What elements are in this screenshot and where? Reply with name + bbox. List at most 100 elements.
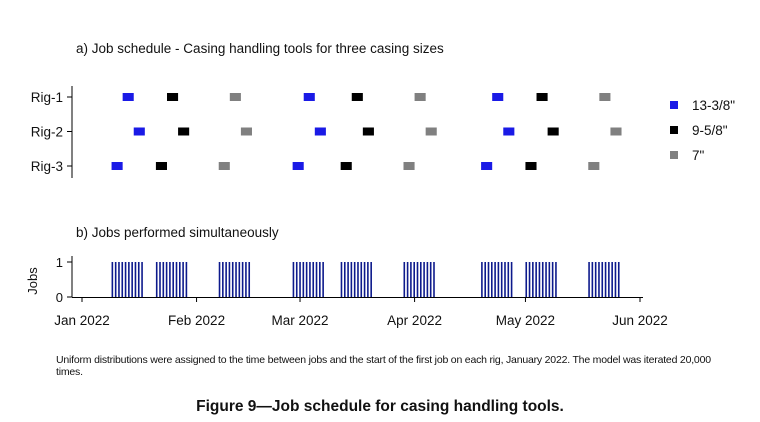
job-bar (218, 262, 221, 297)
active-period (588, 262, 620, 297)
gantt-task-bar (610, 127, 622, 136)
job-bar (532, 262, 534, 297)
x-tick-label: Apr 2022 (387, 313, 442, 328)
job-bar (162, 262, 165, 297)
jobs-bar-chart: 0 1 Jan 2022 Feb 2022 Mar 2022 Apr 2022 May 20… (54, 255, 668, 328)
job-bar (309, 262, 311, 297)
active-period (340, 262, 372, 297)
job-bar (118, 262, 120, 297)
job-bar (128, 262, 130, 297)
job-bar (591, 262, 594, 297)
job-bar (340, 262, 343, 297)
job-bar (535, 262, 537, 297)
job-bar (497, 262, 500, 297)
job-bar (481, 262, 483, 297)
job-bar (598, 262, 600, 297)
job-bar (410, 262, 412, 297)
gantt-task-bar (351, 93, 363, 101)
job-bar (175, 262, 178, 297)
job-bar (406, 262, 409, 297)
job-bar (433, 262, 435, 297)
job-bar (241, 262, 244, 297)
gantt-task-bar (492, 93, 504, 101)
job-bar (312, 262, 315, 297)
gantt-task-bar (536, 93, 548, 101)
job-bar (538, 262, 541, 297)
job-bar (292, 262, 295, 297)
bars-y-tick-label: 0 (56, 290, 63, 305)
job-bar (137, 262, 140, 297)
job-bar (155, 262, 158, 297)
gantt-row-label: Rig-1 (31, 90, 63, 105)
gantt-chart: Rig-1 Rig-2 Rig-3 (31, 86, 622, 178)
active-period (525, 262, 557, 297)
gantt-row-label: Rig-2 (31, 125, 63, 140)
job-bar (248, 262, 251, 297)
job-bar (588, 262, 590, 297)
job-bar (238, 262, 241, 297)
job-bar (357, 262, 359, 297)
job-bar (507, 262, 510, 297)
gantt-task-bar (122, 93, 134, 101)
job-bar (295, 262, 298, 297)
job-bar (322, 262, 324, 297)
panel-b-title: b) Jobs performed simultaneously (76, 225, 279, 240)
legend-label: 9-5/8" (692, 123, 728, 138)
job-bar (484, 262, 486, 297)
job-bar (353, 262, 356, 297)
active-period (403, 262, 435, 297)
job-bar (426, 262, 429, 297)
job-bar (350, 262, 353, 297)
gantt-task-bar (340, 162, 352, 170)
job-bar (504, 262, 506, 297)
panel-a-title: a) Job schedule - Casing handling tools … (76, 41, 444, 56)
gantt-task-bar (218, 162, 230, 170)
bars-y-tick-label: 1 (56, 255, 63, 270)
job-bar (319, 262, 321, 297)
job-bar (315, 262, 318, 297)
job-bar (134, 262, 137, 297)
gantt-task-bar (525, 162, 537, 170)
job-bar (114, 262, 117, 297)
gantt-task-bar (155, 162, 167, 170)
active-period (155, 262, 188, 297)
job-bar (111, 262, 114, 297)
job-bar (124, 262, 127, 297)
job-bar (169, 262, 171, 297)
job-bar (370, 262, 372, 297)
figure-svg: a) Job schedule - Casing handling tools … (25, 41, 735, 328)
job-bar (423, 262, 425, 297)
job-bar (545, 262, 547, 297)
gantt-row-label: Rig-3 (31, 159, 63, 174)
job-bar (235, 262, 237, 297)
job-bar (360, 262, 363, 297)
job-bar (363, 262, 366, 297)
legend-swatch (670, 126, 678, 134)
job-bar (299, 262, 301, 297)
job-bar (343, 262, 346, 297)
job-bar (487, 262, 490, 297)
gantt-task-bar (599, 93, 611, 101)
y-axis-label: Jobs (25, 267, 40, 295)
job-bar (617, 262, 620, 297)
job-bar (185, 262, 188, 297)
gantt-task-bar (292, 162, 304, 170)
x-tick-label: Jan 2022 (54, 313, 110, 328)
x-tick-label: Feb 2022 (168, 313, 225, 328)
x-tick-label: Mar 2022 (272, 313, 329, 328)
job-bar (429, 262, 432, 297)
figure-caption: Figure 9—Job schedule for casing handlin… (196, 398, 564, 415)
gantt-task-bar (303, 93, 315, 101)
legend: 13-3/8" 9-5/8" 7" (670, 98, 735, 163)
footnote: Uniform distributions were assigned to t… (56, 354, 711, 378)
job-bar (416, 262, 419, 297)
gantt-task-bar (403, 162, 415, 170)
job-bar (614, 262, 617, 297)
gantt-task-bar (178, 127, 190, 136)
job-bar (608, 262, 610, 297)
job-bar (403, 262, 406, 297)
job-bar (548, 262, 551, 297)
active-period (218, 262, 251, 297)
job-bar (525, 262, 528, 297)
gantt-task-bar (314, 127, 326, 136)
